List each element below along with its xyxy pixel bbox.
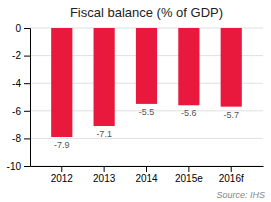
y-tick: -8 [12,133,30,144]
grid-line [30,138,263,139]
y-tick: -4 [12,78,30,89]
x-tick-mark [146,166,147,172]
y-tick-mark [24,83,30,84]
chart: -7.9 -7.1 -5.5 -5.6 -5.7 0 -2 -4 -6 -8 -10 2012 2013… [0,0,271,202]
x-tick-label: 2015e [175,173,203,184]
x-tick: 2016f [219,166,244,184]
y-tick-label: -6 [12,106,21,117]
y-axis: 0 -2 -4 -6 -8 -10 [7,23,31,172]
x-tick: 2012 [51,166,74,184]
plot: -7.9 -7.1 -5.5 -5.6 -5.7 0 -2 -4 -6 -8 -10 2012 2013… [7,23,264,184]
y-tick-label: -2 [12,50,21,61]
bar [136,28,157,104]
y-tick-label: -8 [12,133,21,144]
data-label: -5.5 [139,107,155,117]
y-axis-line [24,29,31,167]
y-tick-label: -10 [7,161,22,172]
x-tick: 2013 [93,166,116,184]
bar [51,28,72,137]
annotation: Source: IHS [216,190,265,200]
x-tick-label: 2012 [51,173,74,184]
data-labels: -7.9 -7.1 -5.5 -5.6 -5.7 [54,107,239,150]
bar [178,28,199,105]
data-label: -5.7 [223,110,239,120]
data-label: -7.9 [54,140,70,150]
grid [30,28,263,166]
x-tick-mark [231,166,232,172]
y-tick: 0 [15,23,30,34]
x-tick-label: 2014 [135,173,158,184]
x-tick-mark [61,166,62,172]
y-tick: -10 [7,161,30,172]
y-tick-label: -4 [12,78,21,89]
x-axis: 2012 2013 2014 2015e 2016f [31,166,264,184]
y-tick-mark [24,28,30,29]
x-tick-label: 2016f [219,173,244,184]
data-label: -7.1 [96,129,112,139]
y-tick-mark [24,56,30,57]
y-tick-mark [24,138,30,139]
y-tick: -2 [12,50,30,61]
x-tick: 2015e [175,166,203,184]
x-tick-mark [188,166,189,172]
data-label: -5.6 [181,108,197,118]
x-tick-mark [104,166,105,172]
y-tick: -6 [12,106,30,117]
x-tick: 2014 [135,166,158,184]
bars [51,28,242,137]
y-tick-label: 0 [15,23,21,34]
y-tick-mark [24,111,30,112]
y-tick-mark [24,166,30,167]
title: Fiscal balance (% of GDP) [70,5,223,20]
bar [221,28,242,107]
x-tick-label: 2013 [93,173,116,184]
bar [94,28,115,126]
